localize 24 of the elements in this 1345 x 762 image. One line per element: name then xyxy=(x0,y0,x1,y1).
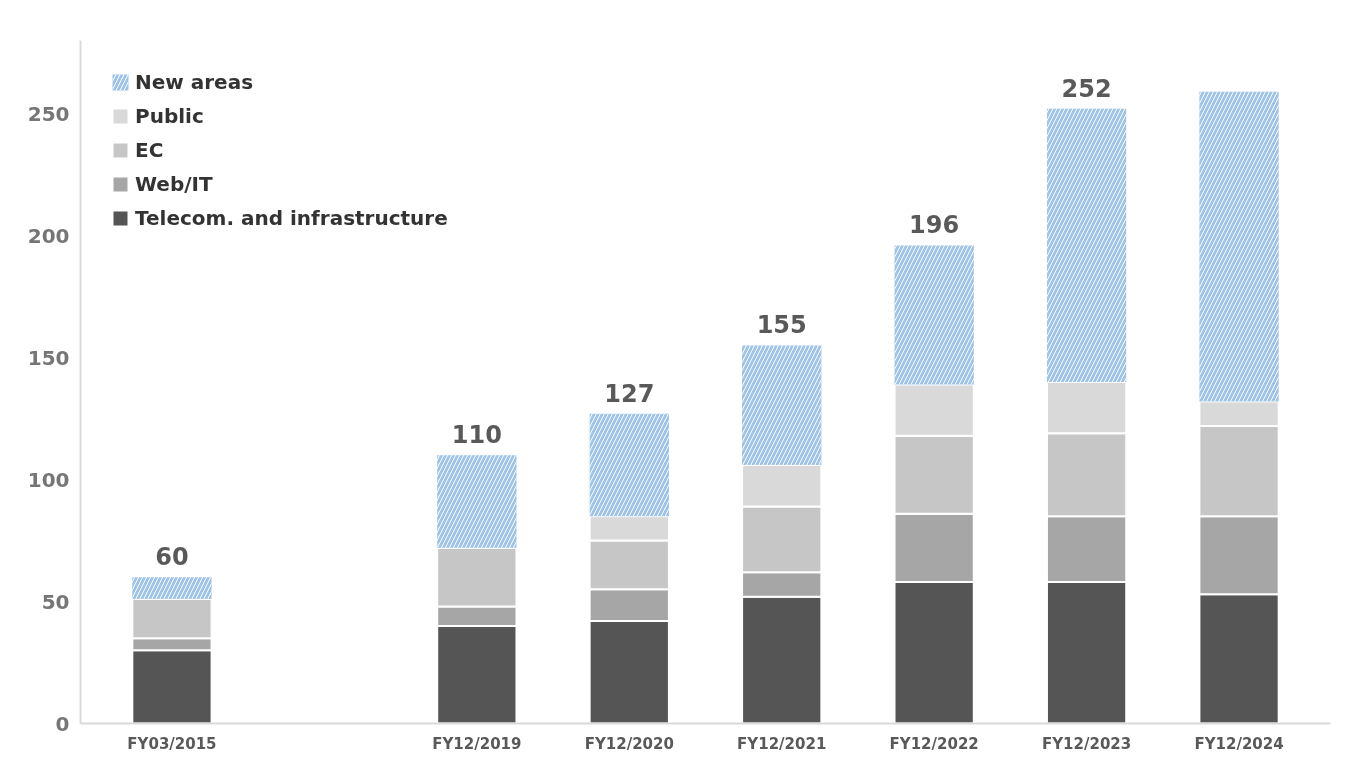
y-tick-label: 200 xyxy=(27,223,70,248)
x-tick-label: FY12/2019 xyxy=(432,734,522,753)
legend-label: Web/IT xyxy=(135,172,213,196)
legend-label: EC xyxy=(135,138,164,162)
x-tick-label: FY12/2024 xyxy=(1194,734,1284,753)
legend-label: Telecom. and infrastructure xyxy=(135,206,448,230)
y-tick-label: 0 xyxy=(55,711,70,736)
total-label: 127 xyxy=(604,379,655,408)
y-tick-label: 250 xyxy=(27,101,70,126)
total-label: 110 xyxy=(451,421,502,450)
x-tick-label: FY12/2022 xyxy=(889,734,979,753)
x-tick-label: FY12/2023 xyxy=(1041,734,1132,753)
x-tick-label: FY03/2015 xyxy=(127,734,217,753)
total-label: 155 xyxy=(756,311,807,340)
x-tick-label: FY12/2021 xyxy=(737,734,827,753)
legend-label: New areas xyxy=(135,70,254,94)
total-label: 252 xyxy=(1061,74,1112,103)
y-tick-label: 150 xyxy=(27,345,70,370)
total-label: 60 xyxy=(155,543,189,572)
y-tick-label: 50 xyxy=(41,589,70,614)
total-label: 196 xyxy=(909,211,960,240)
x-tick-label: FY12/2020 xyxy=(584,734,674,753)
legend-label: Public xyxy=(135,104,204,128)
y-tick-label: 100 xyxy=(27,467,70,492)
